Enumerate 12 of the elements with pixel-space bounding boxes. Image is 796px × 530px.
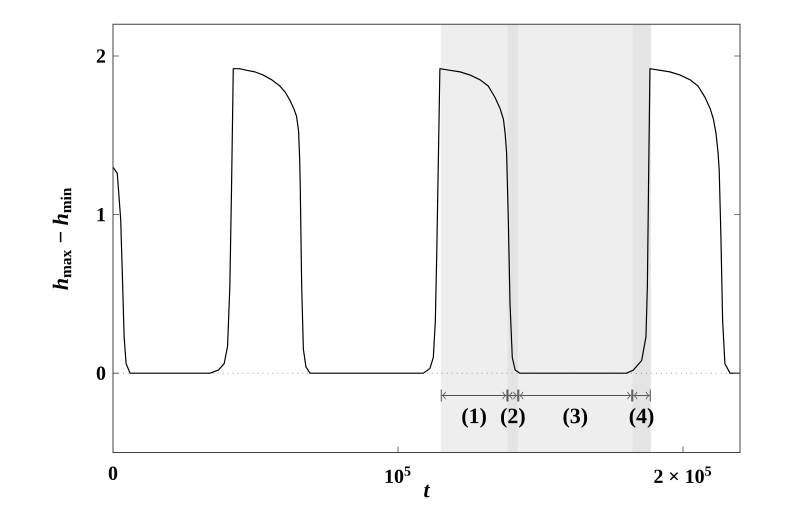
x-tick-label: 0	[108, 466, 118, 480]
y-axis-title: h$_{max}$ − h$_{min}$	[52, 188, 72, 290]
y-tick-label: 1	[98, 208, 105, 222]
x-axis-title: t	[424, 484, 430, 498]
y-tick-label: 0	[96, 366, 106, 380]
y-tick-label: 2	[96, 49, 106, 63]
x-tick-label: 2 × 10$^{5}$	[654, 466, 712, 484]
band-label: (1)	[462, 408, 486, 428]
band-label: (2)	[501, 408, 525, 428]
band-label: (4)	[630, 408, 654, 428]
band-label: (3)	[563, 408, 588, 428]
x-tick-label: 10$^{5}$	[386, 466, 410, 484]
